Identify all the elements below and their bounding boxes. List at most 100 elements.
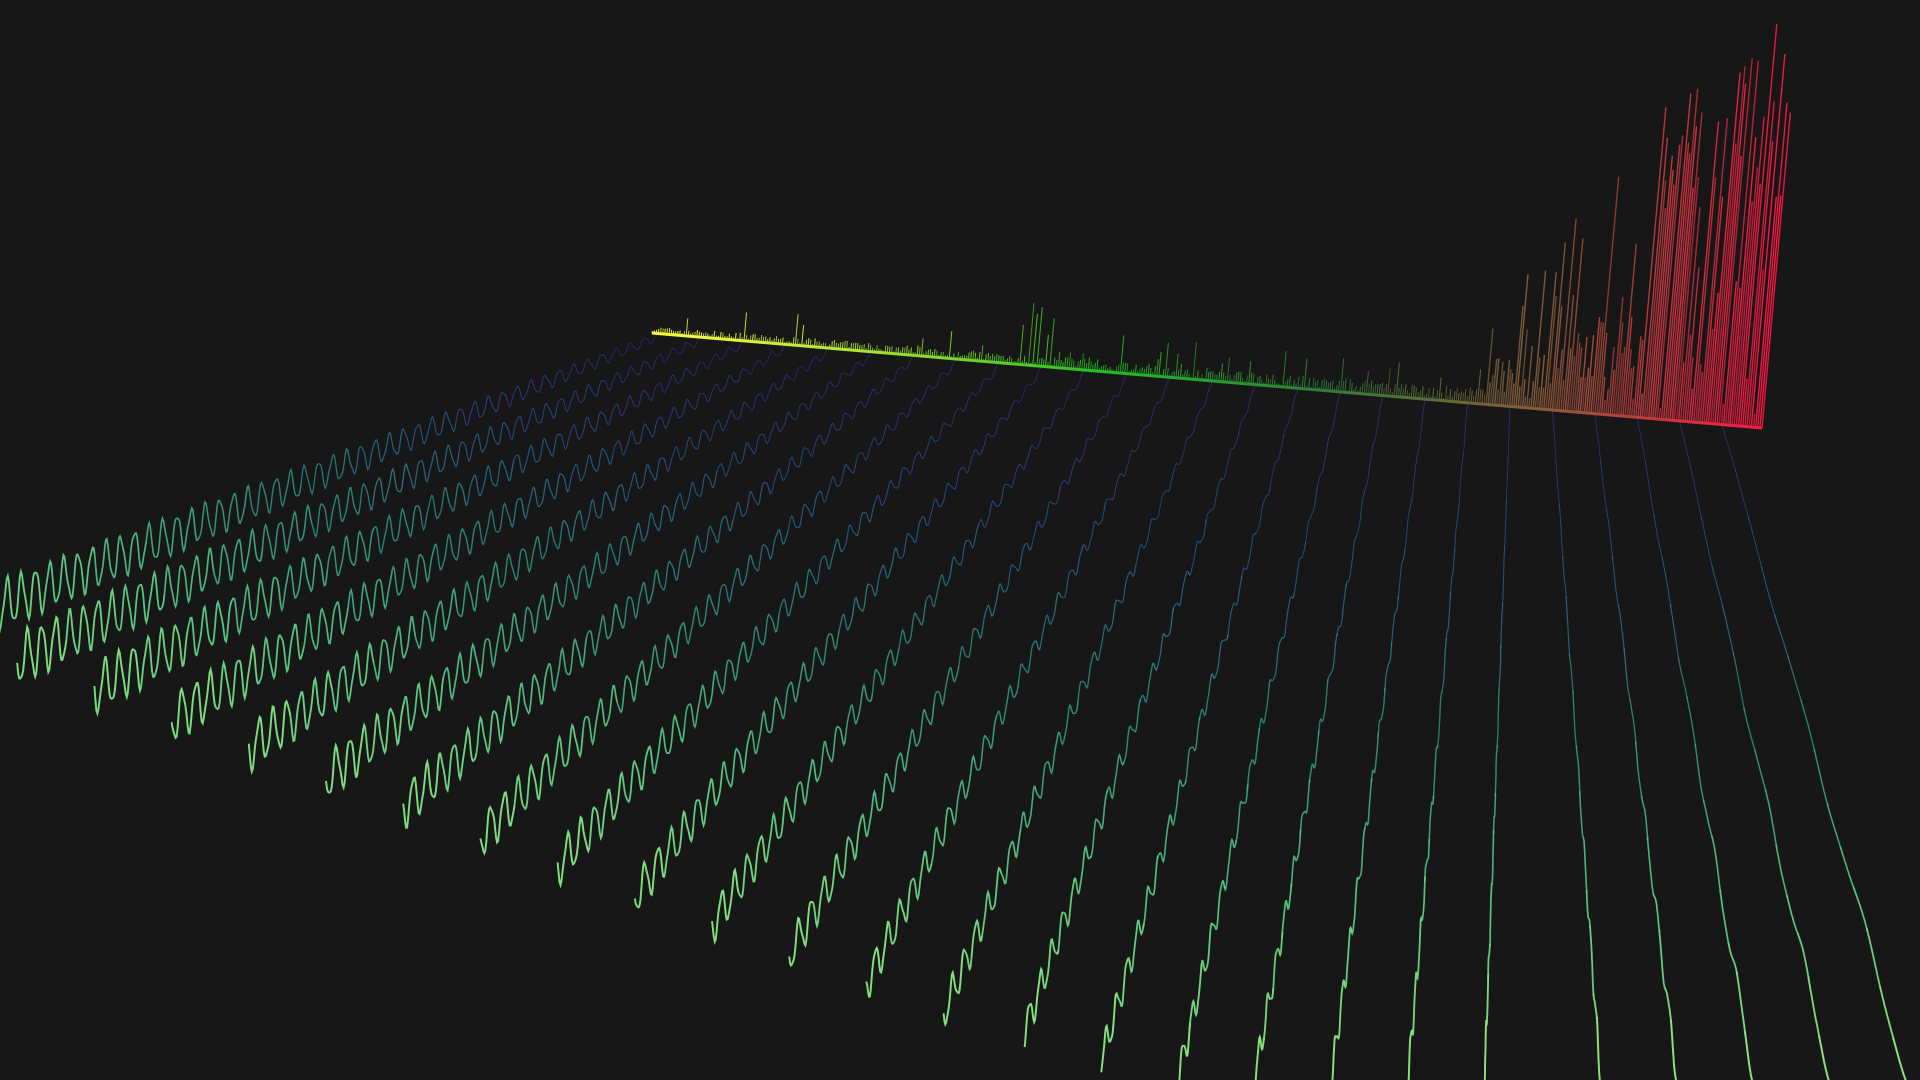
waveform-segment	[925, 561, 954, 608]
spectrum-bar	[1622, 317, 1633, 417]
spectrum-bar	[1742, 378, 1748, 427]
waveform-segment	[521, 581, 562, 642]
waveform-segment	[479, 791, 516, 856]
spectrum-bar	[1551, 306, 1563, 411]
waveform-segment	[373, 505, 422, 555]
spectrum-bar	[1729, 137, 1757, 426]
waveform-segment	[1432, 745, 1439, 800]
waveform-segment	[844, 683, 874, 737]
spectrum-bar	[1673, 112, 1703, 421]
waveform-segment	[1293, 542, 1307, 597]
waveform-segment	[114, 569, 166, 633]
spectrum-bar	[1363, 380, 1366, 395]
spectrum-bar	[1049, 318, 1055, 368]
waveform-segment	[1336, 584, 1347, 636]
waveform-segment	[439, 725, 478, 794]
spectrum-bar	[794, 314, 799, 346]
spectrum-bar	[1179, 363, 1183, 379]
waveform-segment	[1122, 698, 1142, 764]
waveform-segment	[1237, 384, 1256, 436]
spectrum-bar	[1511, 383, 1515, 407]
spectrum-bar	[1068, 352, 1071, 369]
waveform-segment	[1807, 976, 1821, 1039]
waveform-segment	[1327, 392, 1341, 441]
waveform-segment	[280, 553, 329, 613]
waveform-segment	[568, 447, 614, 491]
waveform-segment	[1658, 929, 1667, 990]
spectrum-bar	[1680, 207, 1701, 422]
waveform-segment	[684, 593, 721, 645]
waveform-segment	[871, 648, 900, 695]
waveform-segment	[1572, 690, 1578, 748]
spectrum-bar	[1656, 135, 1684, 420]
waveform-segment	[778, 568, 812, 617]
waveform-segment	[622, 457, 666, 502]
spectrum-bar	[1547, 383, 1552, 410]
waveform-segment	[930, 807, 955, 864]
waveform-segment	[955, 440, 986, 487]
waveform-segment	[1193, 381, 1214, 431]
spectrum-bar	[1164, 342, 1169, 377]
waveform-segment	[1254, 488, 1271, 535]
spectrum-bar	[1166, 367, 1169, 378]
waveform-segment	[458, 421, 509, 463]
waveform-segment	[1205, 478, 1223, 526]
spectrum-bar	[1603, 399, 1606, 415]
spectrum-bar	[1521, 379, 1526, 408]
waveform-segment	[1363, 778, 1373, 830]
waveform-segment	[1172, 570, 1191, 613]
waveform-segment	[654, 336, 705, 363]
waveform-segment	[1449, 548, 1456, 596]
waveform-segment	[197, 484, 251, 541]
spectrum-bar	[1722, 280, 1738, 425]
waveform-segment	[1892, 1037, 1907, 1080]
spectrum-bar	[1746, 141, 1774, 427]
spectrum-bar	[1707, 72, 1741, 424]
waveform-segment	[1345, 538, 1356, 588]
spectrum-bar	[1415, 387, 1417, 399]
waveform-segment	[810, 538, 844, 585]
waveform-segment	[1743, 707, 1756, 752]
waveform-segment	[606, 389, 655, 426]
spectrum-bar	[1519, 329, 1528, 408]
waveform-segment	[1760, 566, 1776, 617]
waveform-segment	[1558, 503, 1564, 559]
waveform-segment	[1059, 370, 1087, 411]
spectrum-bar	[1566, 238, 1584, 412]
waveform-segment	[1039, 731, 1060, 799]
waveform-segment	[93, 646, 142, 717]
spectrum-bar	[1081, 353, 1084, 370]
spectrum-bar	[1643, 180, 1667, 418]
waveform-segment	[716, 442, 758, 478]
waveform-line	[16, 336, 705, 681]
waveform-segment	[1139, 662, 1158, 704]
spectrum-bar	[1667, 88, 1699, 420]
waveform-segment	[1397, 548, 1406, 600]
waveform-segment	[1308, 730, 1320, 783]
waveform-segment	[1562, 556, 1567, 599]
waveform-segment	[466, 459, 515, 505]
spectrum-bar	[1045, 334, 1049, 367]
waveform-segment	[1077, 651, 1099, 698]
waveform-segment	[1363, 443, 1375, 494]
waveform-segment	[952, 754, 976, 827]
waveform-line	[325, 350, 875, 794]
spectrum-bar	[1271, 374, 1274, 387]
spectrum-bar	[1297, 376, 1300, 389]
spectrum-bar	[1374, 384, 1377, 395]
spectrum-bar	[1735, 116, 1765, 426]
waveform-segment	[610, 331, 663, 360]
waveform-segment	[788, 900, 815, 968]
spectrum-bar	[1023, 355, 1026, 365]
waveform-segment	[1669, 604, 1680, 662]
spectrum-bar	[1211, 371, 1214, 382]
waveform-segment	[456, 560, 500, 618]
waveform-segment	[692, 768, 724, 829]
spectrum-bar	[1613, 322, 1624, 416]
spectrum-bar	[1558, 218, 1577, 411]
spectrum-bar	[1624, 349, 1632, 417]
waveform-line	[865, 378, 1171, 998]
spectrum-bar	[1368, 383, 1370, 395]
waveform-segment	[1595, 1016, 1601, 1080]
waveform-segment	[93, 532, 148, 587]
